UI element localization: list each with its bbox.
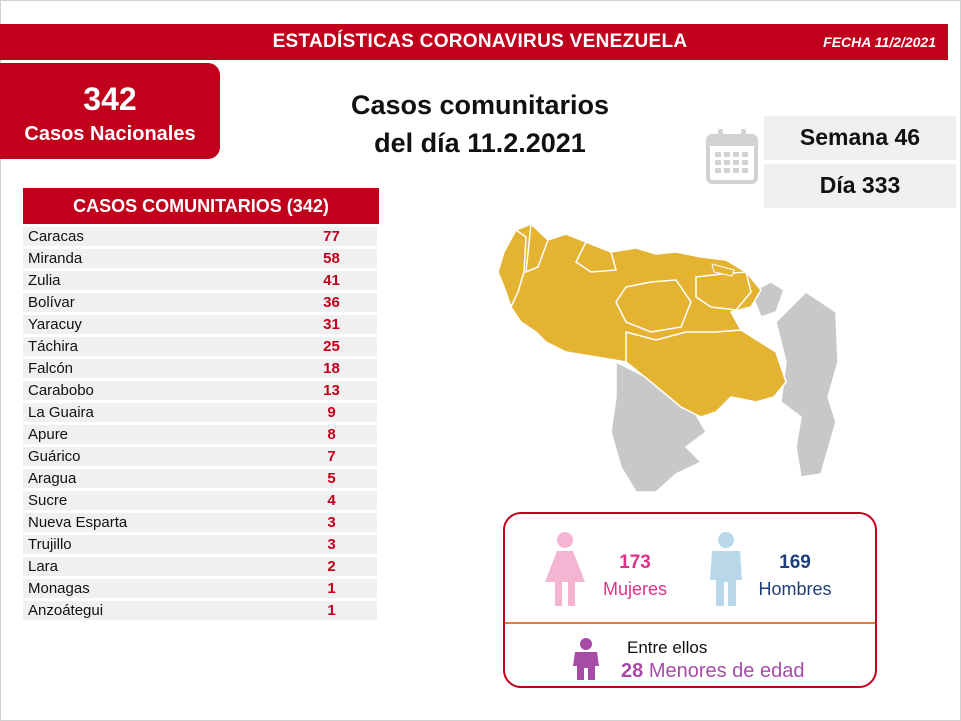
state-case-count: 25 (286, 337, 377, 356)
national-cases-label: Casos Nacionales (24, 123, 196, 145)
state-case-count: 2 (286, 557, 377, 576)
state-name: Bolívar (23, 293, 286, 312)
table-row: Guárico 7 (23, 447, 379, 466)
state-name: Sucre (23, 491, 286, 510)
venezuela-map-icon (497, 222, 839, 492)
state-name: Anzoátegui (23, 601, 286, 620)
header-bar: ESTADÍSTICAS CORONAVIRUS VENEZUELA FECHA… (0, 24, 948, 60)
state-case-count: 5 (286, 469, 377, 488)
table-header: CASOS COMUNITARIOS (342) (23, 188, 379, 224)
table-row: Monagas 1 (23, 579, 379, 598)
community-cases-table: CASOS COMUNITARIOS (342) Caracas 77 Mirand… (23, 188, 379, 620)
table-row: Falcón 18 (23, 359, 379, 378)
state-case-count: 7 (286, 447, 377, 466)
state-case-count: 3 (286, 513, 377, 532)
main-heading-line1: Casos comunitarios (350, 90, 610, 120)
state-case-count: 4 (286, 491, 377, 510)
national-cases-card: 342 Casos Nacionales (0, 63, 220, 159)
state-name: Yaracuy (23, 315, 286, 334)
table-row: Bolívar 36 (23, 293, 379, 312)
state-case-count: 9 (286, 403, 377, 422)
woman-icon (545, 532, 585, 606)
calendar-icon (706, 129, 758, 184)
state-name: La Guaira (23, 403, 286, 422)
table-row: Apure 8 (23, 425, 379, 444)
female-count: 173 (619, 552, 651, 573)
state-name: Lara (23, 557, 286, 576)
state-case-count: 18 (286, 359, 377, 378)
child-icon (573, 638, 599, 680)
state-case-count: 1 (286, 579, 377, 598)
table-row: Aragua 5 (23, 469, 379, 488)
week-label: Semana 46 (799, 124, 921, 150)
table-row: Yaracuy 31 (23, 315, 379, 334)
divider (505, 622, 875, 624)
week-badge: Semana 46 (764, 116, 956, 160)
state-case-count: 58 (286, 249, 377, 268)
report-date: FECHA 11/2/2021 (823, 34, 936, 50)
state-name: Guárico (23, 447, 286, 466)
male-count: 169 (779, 552, 811, 573)
female-label: Mujeres (602, 579, 668, 599)
day-badge: Día 333 (764, 164, 956, 208)
state-name: Monagas (23, 579, 286, 598)
main-heading: Casos comunitarios del día 11.2.2021 (330, 86, 630, 162)
man-icon (710, 532, 742, 606)
state-case-count: 77 (286, 227, 377, 246)
table-rows: Caracas 77 Miranda 58 Zulia 41 Bolívar 36 Yaracu… (23, 227, 379, 620)
table-row: Caracas 77 (23, 227, 379, 246)
state-name: Carabobo (23, 381, 286, 400)
state-case-count: 41 (286, 271, 377, 290)
table-row: Zulia 41 (23, 271, 379, 290)
minors-label: Menores de edad (648, 660, 805, 682)
page-title: ESTADÍSTICAS CORONAVIRUS VENEZUELA (272, 31, 688, 52)
table-row: Miranda 58 (23, 249, 379, 268)
table-row: Táchira 25 (23, 337, 379, 356)
state-case-count: 3 (286, 535, 377, 554)
table-row: Anzoátegui 1 (23, 601, 379, 620)
state-name: Trujillo (23, 535, 286, 554)
table-row: Carabobo 13 (23, 381, 379, 400)
table-row: Nueva Esparta 3 (23, 513, 379, 532)
state-name: Apure (23, 425, 286, 444)
minors-line: 28 Menores de edad (621, 660, 804, 683)
main-heading-line2: del día 11.2.2021 (374, 128, 586, 158)
state-name: Aragua (23, 469, 286, 488)
state-name: Nueva Esparta (23, 513, 286, 532)
state-case-count: 13 (286, 381, 377, 400)
minors-intro: Entre ellos (627, 638, 708, 657)
state-name: Falcón (23, 359, 286, 378)
table-row: La Guaira 9 (23, 403, 379, 422)
state-name: Miranda (23, 249, 286, 268)
day-label: Día 333 (819, 172, 901, 198)
state-name: Táchira (23, 337, 286, 356)
state-case-count: 8 (286, 425, 377, 444)
state-name: Zulia (23, 271, 286, 290)
state-case-count: 1 (286, 601, 377, 620)
table-row: Trujillo 3 (23, 535, 379, 554)
gender-breakdown-card: 173 Mujeres 169 Hombres Entre ellos 28 M… (503, 512, 877, 688)
minors-count: 28 (621, 660, 644, 682)
state-case-count: 36 (286, 293, 377, 312)
male-label: Hombres (758, 579, 832, 599)
table-row: Sucre 4 (23, 491, 379, 510)
table-row: Lara 2 (23, 557, 379, 576)
state-name: Caracas (23, 227, 286, 246)
state-case-count: 31 (286, 315, 377, 334)
national-cases-count: 342 (83, 81, 137, 117)
